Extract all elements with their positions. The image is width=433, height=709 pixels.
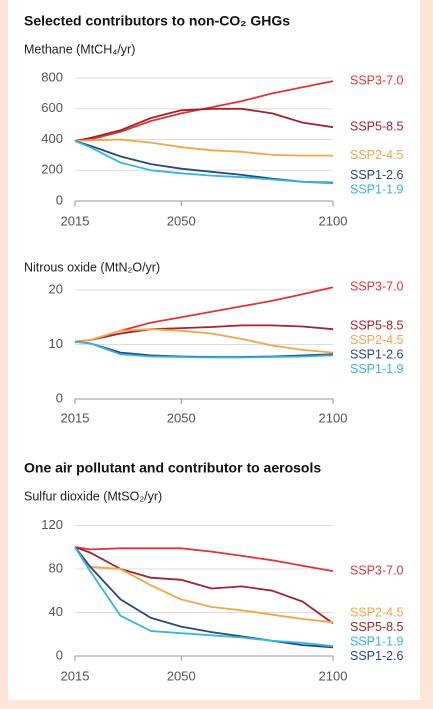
- series-line: [74, 546, 334, 572]
- y-tick-label: 40: [49, 604, 63, 619]
- x-tick-label: 2050: [167, 213, 196, 228]
- x-tick-label: 2100: [319, 213, 348, 228]
- legend-label: SSP1-2.6: [350, 168, 404, 182]
- x-tick-label: 2015: [61, 213, 90, 228]
- x-tick-label: 2050: [167, 410, 196, 425]
- series-line: [74, 140, 334, 185]
- legend-label: SSP2-4.5: [350, 333, 404, 347]
- y-tick-label: 0: [56, 192, 63, 207]
- y-tick-label: 10: [49, 336, 63, 351]
- legend-label: SSP5-8.5: [350, 119, 404, 133]
- y-tick-label: 80: [49, 560, 63, 575]
- y-tick-label: 400: [41, 131, 63, 146]
- legend-label: SSP1-2.6: [350, 347, 404, 361]
- legend-label: SSP1-1.9: [350, 634, 404, 648]
- x-tick-label: 2050: [167, 668, 196, 683]
- series-line: [74, 546, 334, 625]
- legend-label: SSP2-4.5: [350, 605, 404, 619]
- panel: [8, 0, 420, 700]
- y-tick-label: 0: [56, 390, 63, 405]
- section-title: Selected contributors to non-CO₂ GHGs: [24, 13, 290, 29]
- legend-label: SSP1-2.6: [350, 649, 404, 663]
- section-title: One air pollutant and contributor to aer…: [24, 460, 321, 476]
- series-line: [74, 340, 334, 359]
- axis-title: Methane (MtCH₄/yr): [24, 42, 135, 56]
- axis-title: Sulfur dioxide (MtSO₂/yr): [24, 489, 162, 503]
- series-line: [74, 324, 334, 343]
- series-line: [74, 138, 333, 157]
- y-tick-label: 20: [49, 281, 63, 296]
- y-tick-label: 0: [56, 647, 63, 662]
- series-line: [74, 107, 334, 142]
- legend-label: SSP5-8.5: [350, 318, 404, 332]
- y-tick-label: 120: [41, 517, 63, 532]
- legend-label: SSP2-4.5: [350, 148, 404, 162]
- series-line: [74, 546, 334, 649]
- legend-label: SSP3-7.0: [350, 563, 404, 577]
- x-tick-label: 2100: [319, 668, 348, 683]
- y-tick-label: 600: [41, 100, 63, 115]
- series-line: [74, 546, 334, 624]
- axis-title: Nitrous oxide (MtN₂O/yr): [24, 260, 160, 274]
- series-line: [74, 546, 334, 648]
- legend-label: SSP3-7.0: [350, 73, 404, 87]
- legend-label: SSP1-1.9: [350, 362, 404, 376]
- x-tick-label: 2100: [319, 410, 348, 425]
- series-line: [74, 328, 334, 354]
- x-tick-label: 2015: [61, 410, 90, 425]
- legend-label: SSP3-7.0: [350, 279, 404, 293]
- legend-label: SSP1-1.9: [350, 182, 404, 196]
- y-tick-label: 800: [41, 69, 63, 84]
- x-tick-label: 2015: [61, 668, 90, 683]
- legend-label: SSP5-8.5: [350, 620, 404, 634]
- y-tick-label: 200: [41, 162, 63, 177]
